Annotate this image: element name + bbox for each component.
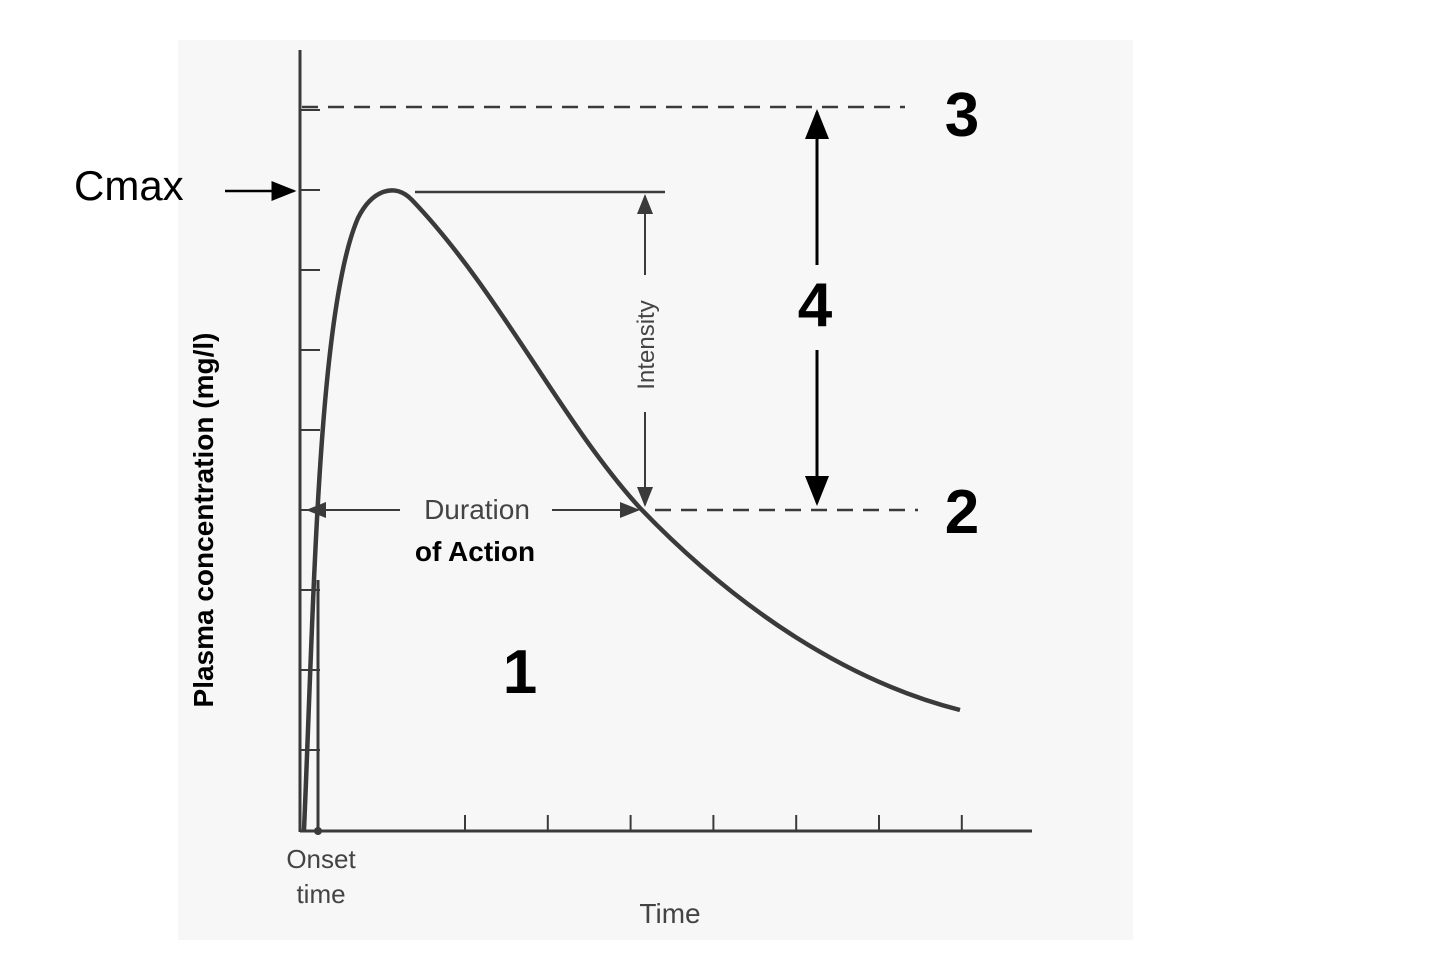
onset-time-point xyxy=(314,827,322,835)
intensity-label: Intensity xyxy=(633,300,660,389)
of-action-label: of Action xyxy=(415,536,535,567)
onset-label-line2: time xyxy=(296,879,345,909)
x-axis-ticks xyxy=(464,815,963,831)
scanned-figure-background xyxy=(178,40,1133,940)
y-axis-label: Plasma concentration (mg/l) xyxy=(188,333,219,708)
onset-label-line1: Onset xyxy=(286,844,356,874)
marker-3: 3 xyxy=(945,81,979,150)
cmax-label: Cmax xyxy=(74,162,184,209)
marker-1: 1 xyxy=(503,638,537,707)
duration-label: Duration xyxy=(424,494,530,525)
marker-4: 4 xyxy=(798,271,833,340)
plasma-concentration-curve xyxy=(301,188,961,831)
marker-2: 2 xyxy=(945,478,979,547)
x-axis-label: Time xyxy=(639,898,700,929)
